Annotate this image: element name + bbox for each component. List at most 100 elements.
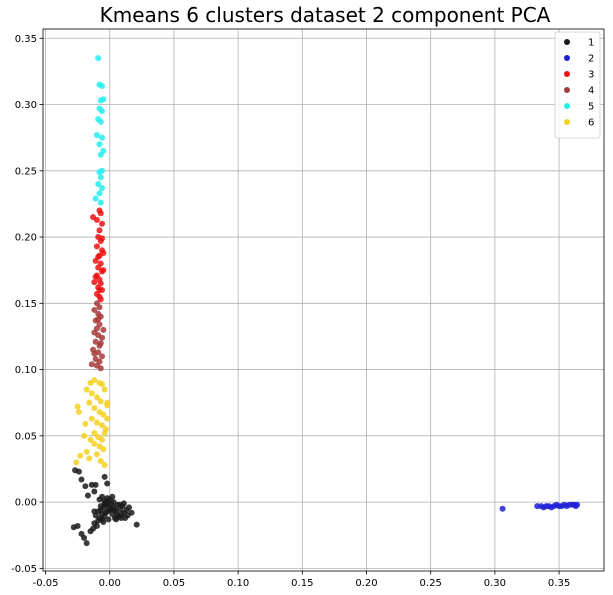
scatter-point (133, 521, 140, 528)
y-tick-label: 0.05 (15, 431, 37, 442)
scatter-point (91, 405, 98, 411)
series-3 (90, 207, 107, 303)
scatter-point (128, 509, 135, 516)
scatter-point (93, 243, 100, 250)
scatter-point (99, 353, 106, 360)
scatter-point (118, 514, 125, 521)
scatter-point (95, 316, 102, 323)
x-tick-label: 0.30 (484, 578, 506, 589)
scatter-point (73, 459, 80, 466)
legend-label: 6 (588, 118, 594, 129)
chart-title: Kmeans 6 clusters dataset 2 component PC… (100, 3, 551, 27)
scatter-point (101, 473, 108, 480)
scatter-point (108, 505, 115, 512)
scatter-point (120, 500, 127, 507)
scatter-point (93, 522, 100, 529)
scatter-point (91, 440, 98, 447)
series-1 (70, 467, 140, 547)
scatter-point (97, 210, 104, 217)
legend-marker (564, 87, 570, 93)
scatter-point (113, 516, 120, 523)
scatter-point (93, 419, 100, 426)
scatter-point (96, 287, 103, 294)
scatter-point (81, 432, 88, 439)
scatter-point (104, 480, 111, 487)
y-tick-label: 0.10 (15, 365, 37, 376)
scatter-point (99, 220, 106, 227)
scatter-point (99, 381, 106, 388)
scatter-point (100, 411, 107, 418)
scatter-point (88, 361, 95, 368)
y-tick-label: 0.15 (15, 299, 37, 310)
scatter-point (100, 446, 107, 453)
scatter-point (83, 386, 90, 393)
x-tick-label: 0.20 (355, 578, 377, 589)
legend-marker (564, 119, 570, 125)
legend-label: 3 (588, 70, 594, 81)
scatter-point (84, 492, 91, 499)
legend-marker (564, 39, 570, 45)
scatter-point (99, 422, 106, 429)
y-tick-label: -0.05 (11, 564, 37, 575)
legend-label: 2 (588, 54, 594, 65)
y-tick-label: 0.30 (15, 100, 37, 111)
x-tick-label: 0.05 (163, 578, 185, 589)
scatter-point (100, 267, 107, 274)
scatter-point (96, 496, 103, 503)
scatter-point (95, 181, 102, 188)
scatter-point (99, 185, 106, 192)
scatter-point (75, 408, 82, 415)
scatter-point (86, 399, 93, 406)
scatter-point (102, 509, 109, 516)
scatter-point (91, 508, 98, 515)
x-tick-label: -0.05 (33, 578, 59, 589)
scatter-point (96, 169, 103, 176)
scatter-point (77, 452, 84, 459)
x-tick-label: 0.35 (548, 578, 570, 589)
x-tick-label: 0.00 (99, 578, 121, 589)
scatter-point (74, 403, 81, 410)
series-4 (88, 300, 107, 372)
scatter-point (75, 468, 82, 475)
y-tick-label: 0.20 (15, 233, 37, 244)
legend-label: 1 (588, 38, 594, 49)
scatter-point (97, 296, 104, 303)
scatter-point (101, 386, 108, 393)
scatter-point (93, 394, 100, 401)
scatter-point (96, 190, 103, 197)
scatter-point (99, 134, 106, 141)
x-tick-label: 0.15 (291, 578, 313, 589)
scatter-point (101, 461, 108, 468)
scatter-point (96, 304, 103, 311)
scatter-point (95, 55, 102, 62)
scatter-point (104, 415, 111, 422)
scatter-point (99, 108, 106, 115)
scatter-point (91, 488, 98, 495)
scatter-point (97, 174, 104, 181)
scatter-point (101, 500, 108, 507)
scatter-point (82, 483, 89, 490)
scatter-point (83, 448, 90, 455)
legend-label: 4 (588, 86, 594, 97)
scatter-point (88, 390, 95, 397)
scatter-point (91, 279, 98, 286)
scatter-point (86, 455, 93, 462)
y-tick-label: 0.00 (15, 498, 37, 509)
scatter-point (92, 338, 99, 345)
scatter-point (97, 199, 104, 206)
scatter-point (105, 516, 112, 523)
scatter-point (91, 430, 98, 437)
scatter-point (100, 96, 107, 103)
series-6 (73, 377, 111, 468)
series-5 (92, 55, 107, 206)
scatter-point (96, 227, 103, 234)
scatter-point (91, 350, 98, 357)
x-tick-label: 0.10 (227, 578, 249, 589)
scatter-point (99, 516, 106, 523)
scatter-point (110, 499, 117, 506)
scatter-point (92, 195, 99, 202)
scatter-point (97, 458, 104, 465)
scatter-point (97, 151, 104, 158)
